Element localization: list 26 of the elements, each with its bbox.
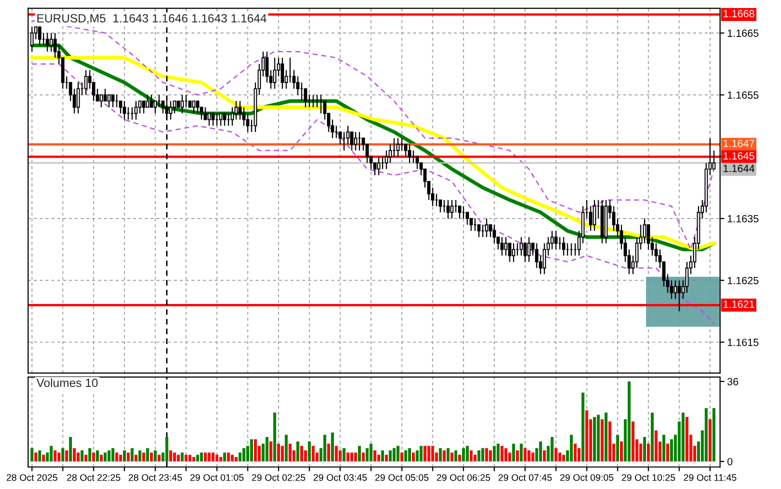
x-tick-label: 28 Oct 2025 xyxy=(6,474,58,481)
x-tick-label: 29 Oct 09:05 xyxy=(560,474,614,481)
x-tick-label: 28 Oct 23:45 xyxy=(128,474,182,481)
ref-line-label: 1.1647 xyxy=(724,140,754,148)
x-tick-label: 28 Oct 22:25 xyxy=(67,474,120,481)
ref-line-label: 1.1644 xyxy=(724,164,754,172)
x-tick-label: 29 Oct 11:45 xyxy=(684,474,736,481)
x-tick-label: 29 Oct 06:25 xyxy=(436,474,490,481)
y-tick-label: 1.1625 xyxy=(728,276,758,284)
y-tick-label: 1.1635 xyxy=(728,215,758,222)
y-tick-label: 1.1655 xyxy=(728,91,758,99)
ref-line-label: 1.1645 xyxy=(724,152,754,160)
x-tick-label: 29 Oct 05:05 xyxy=(375,474,428,481)
x-tick-label: 29 Oct 07:45 xyxy=(498,474,552,481)
x-tick-label: 29 Oct 10:25 xyxy=(622,474,676,481)
chart-title: Volumes 10 xyxy=(36,378,98,388)
chart-title: EURUSD,M5 1.1643 1.1646 1.1643 1.1644 xyxy=(37,14,266,24)
ref-line-label: 1.1621 xyxy=(724,300,754,308)
x-tick-label: 29 Oct 03:45 xyxy=(314,474,367,481)
y-tick-label: 1.1665 xyxy=(728,30,758,37)
y-tick-label: 0 xyxy=(727,458,732,466)
y-tick-label: 1.1615 xyxy=(728,338,758,346)
ref-line-label: 1.1668 xyxy=(724,10,754,18)
y-tick-label: 36 xyxy=(727,378,738,386)
x-tick-label: 29 Oct 01:05 xyxy=(190,474,244,481)
x-tick-label: 29 Oct 02:25 xyxy=(252,474,306,481)
